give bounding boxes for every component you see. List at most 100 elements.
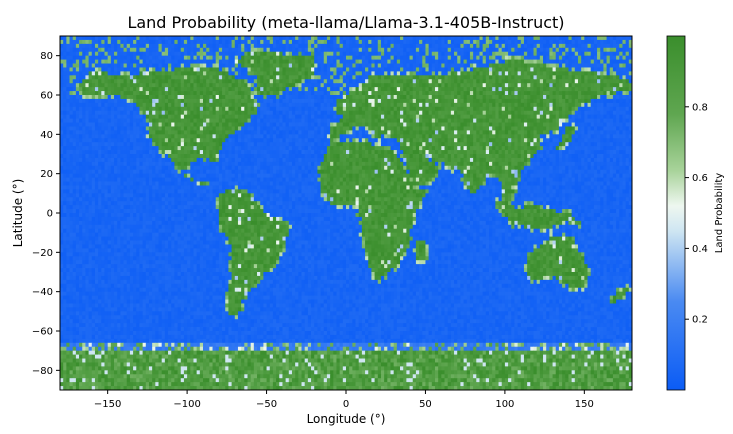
- heatmap-cell: [511, 110, 515, 116]
- heatmap-cell: [196, 67, 201, 72]
- heatmap-cell: [336, 142, 341, 147]
- heatmap-cell: [288, 63, 293, 68]
- heatmap-cell: [225, 114, 229, 119]
- heatmap-cell: [495, 39, 499, 45]
- heatmap-cell: [218, 106, 223, 112]
- heatmap-cell: [504, 55, 509, 60]
- heatmap-cell: [482, 110, 487, 116]
- heatmap-cell: [218, 122, 223, 127]
- heatmap-cell: [428, 71, 433, 76]
- heatmap-cell: [361, 102, 366, 108]
- heatmap-cell: [539, 39, 544, 45]
- heatmap-cell: [536, 51, 541, 57]
- heatmap-cell: [355, 122, 360, 127]
- heatmap-cell: [212, 59, 217, 64]
- heatmap-cell: [171, 36, 175, 41]
- heatmap-cell: [501, 51, 506, 57]
- heatmap-cell: [285, 106, 290, 112]
- heatmap-cell: [463, 67, 468, 72]
- heatmap-cell: [530, 122, 534, 127]
- heatmap-cell: [247, 79, 252, 84]
- heatmap-cell: [406, 122, 410, 127]
- heatmap-cell: [231, 106, 236, 112]
- heatmap-cell: [155, 102, 159, 108]
- heatmap-cell: [209, 126, 213, 131]
- heatmap-cell: [218, 118, 223, 123]
- heatmap-cell: [330, 83, 334, 88]
- heatmap-cell: [346, 51, 350, 57]
- heatmap-cell: [298, 39, 302, 45]
- heatmap-cell: [206, 71, 210, 76]
- heatmap-cell: [558, 36, 563, 41]
- heatmap-cell: [266, 91, 271, 96]
- heatmap-cell: [123, 102, 128, 108]
- heatmap-cell: [511, 39, 515, 45]
- heatmap-cell: [447, 79, 452, 84]
- heatmap-cell: [492, 134, 496, 139]
- heatmap-cell: [552, 67, 557, 72]
- heatmap-cell: [247, 106, 252, 112]
- heatmap-cell: [508, 67, 512, 72]
- heatmap-cell: [434, 71, 439, 76]
- heatmap-cell: [114, 126, 118, 131]
- heatmap-cell: [187, 142, 191, 147]
- heatmap-cell: [314, 79, 318, 84]
- heatmap-cell: [422, 67, 426, 72]
- heatmap-cell: [438, 71, 442, 76]
- heatmap-cell: [622, 134, 627, 139]
- heatmap-cell: [228, 71, 232, 76]
- heatmap-cell: [409, 55, 414, 60]
- heatmap-cell: [91, 130, 96, 135]
- heatmap-cell: [117, 79, 121, 84]
- heatmap-cell: [272, 118, 277, 123]
- heatmap-cell: [117, 83, 121, 88]
- heatmap-cell: [228, 142, 232, 147]
- heatmap-cell: [628, 122, 633, 127]
- heatmap-cell: [171, 75, 175, 80]
- heatmap-cell: [428, 67, 433, 72]
- heatmap-cell: [75, 39, 80, 45]
- heatmap-cell: [269, 36, 274, 41]
- heatmap-cell: [530, 126, 534, 131]
- heatmap-cell: [517, 106, 522, 112]
- heatmap-cell: [288, 130, 293, 135]
- heatmap-cell: [237, 134, 242, 139]
- heatmap-cell: [380, 130, 385, 135]
- heatmap-cell: [396, 39, 401, 45]
- heatmap-cell: [136, 138, 140, 143]
- heatmap-cell: [282, 106, 287, 112]
- heatmap-cell: [101, 102, 105, 108]
- heatmap-cell: [257, 98, 261, 104]
- heatmap-cell: [457, 98, 461, 104]
- heatmap-cell: [260, 39, 264, 45]
- heatmap-cell: [434, 126, 439, 131]
- heatmap-cell: [60, 138, 64, 143]
- heatmap-cell: [597, 51, 601, 57]
- heatmap-cell: [441, 43, 445, 49]
- heatmap-cell: [288, 142, 293, 147]
- heatmap-cell: [139, 87, 144, 92]
- heatmap-cell: [457, 91, 461, 96]
- heatmap-cell: [562, 118, 566, 123]
- heatmap-cell: [250, 51, 255, 57]
- heatmap-cell: [539, 83, 544, 88]
- heatmap-cell: [473, 43, 477, 49]
- heatmap-cell: [520, 47, 525, 53]
- heatmap-cell: [257, 130, 261, 135]
- heatmap-cell: [155, 39, 159, 45]
- heatmap-cell: [171, 59, 175, 64]
- heatmap-cell: [218, 47, 223, 53]
- heatmap-cell: [279, 47, 283, 53]
- heatmap-cell: [323, 122, 328, 127]
- heatmap-cell: [180, 130, 185, 135]
- heatmap-cell: [168, 36, 172, 41]
- heatmap-cell: [342, 79, 347, 84]
- heatmap-cell: [479, 130, 484, 135]
- heatmap-cell: [203, 59, 207, 64]
- heatmap-cell: [393, 98, 398, 104]
- heatmap-cell: [349, 106, 353, 112]
- heatmap-cell: [371, 71, 375, 76]
- heatmap-cell: [196, 36, 201, 41]
- heatmap-cell: [492, 98, 496, 104]
- heatmap-cell: [574, 91, 579, 96]
